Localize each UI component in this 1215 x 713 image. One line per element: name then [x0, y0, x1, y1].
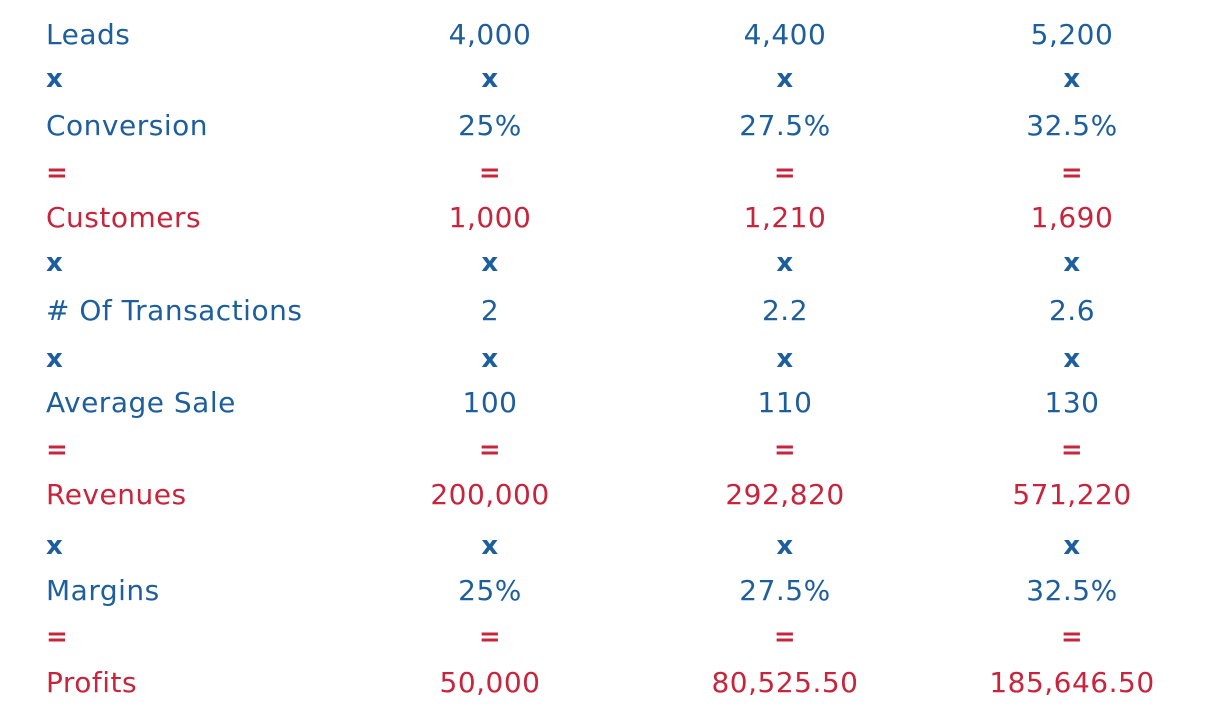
equals-operator: = [773, 158, 797, 188]
cell-scenario-1: 2 [480, 294, 500, 327]
multiply-operator: x [46, 344, 64, 374]
multiply-operator: x [481, 531, 499, 561]
cell-scenario-1: 4,000 [448, 18, 532, 51]
multiply-operator: x [46, 64, 64, 94]
cell-scenario-2: 80,525.50 [711, 666, 859, 699]
cell-scenario-3: 32.5% [1026, 109, 1118, 142]
cell-scenario-3: 5,200 [1030, 18, 1114, 51]
row-conversion: Conversion 25% 27.5% 32.5% [0, 103, 1215, 149]
equals-operator: = [46, 435, 69, 465]
multiply-operator: x [776, 531, 794, 561]
row-multiply-operator: x x x x [0, 336, 1215, 382]
multiply-operator: x [481, 64, 499, 94]
equals-operator: = [478, 158, 502, 188]
multiply-operator: x [776, 64, 794, 94]
row-label: Profits [46, 666, 138, 699]
cell-scenario-3: 32.5% [1026, 574, 1118, 607]
row-average-sale: Average Sale 100 110 130 [0, 380, 1215, 426]
multiply-operator: x [481, 344, 499, 374]
row-margins: Margins 25% 27.5% 32.5% [0, 568, 1215, 614]
multiply-operator: x [1063, 248, 1081, 278]
multiply-operator: x [776, 344, 794, 374]
row-leads: Leads 4,000 4,400 5,200 [0, 12, 1215, 58]
multiply-operator: x [46, 248, 64, 278]
cell-scenario-1: 25% [458, 574, 522, 607]
row-label: # Of Transactions [46, 294, 303, 327]
equals-operator: = [1060, 622, 1084, 652]
cell-scenario-2: 27.5% [739, 109, 831, 142]
row-label: Margins [46, 574, 160, 607]
multiply-operator: x [1063, 531, 1081, 561]
row-transactions: # Of Transactions 2 2.2 2.6 [0, 288, 1215, 334]
row-equals-operator: = = = = [0, 150, 1215, 196]
cell-scenario-1: 100 [462, 386, 518, 419]
multiply-operator: x [1063, 344, 1081, 374]
cell-scenario-1: 50,000 [439, 666, 541, 699]
cell-scenario-3: 1,690 [1030, 201, 1114, 234]
cell-scenario-3: 2.6 [1048, 294, 1096, 327]
row-profits: Profits 50,000 80,525.50 185,646.50 [0, 660, 1215, 706]
cell-scenario-1: 25% [458, 109, 522, 142]
equals-operator: = [478, 435, 502, 465]
row-multiply-operator: x x x x [0, 240, 1215, 286]
row-customers: Customers 1,000 1,210 1,690 [0, 195, 1215, 241]
row-label: Conversion [46, 109, 208, 142]
cell-scenario-3: 130 [1044, 386, 1100, 419]
equals-operator: = [773, 435, 797, 465]
row-multiply-operator: x x x x [0, 523, 1215, 569]
cell-scenario-2: 27.5% [739, 574, 831, 607]
row-label: Average Sale [46, 386, 236, 419]
cell-scenario-3: 185,646.50 [989, 666, 1155, 699]
cell-scenario-1: 200,000 [430, 478, 550, 511]
cell-scenario-2: 1,210 [743, 201, 827, 234]
cell-scenario-3: 571,220 [1012, 478, 1132, 511]
multiply-operator: x [46, 531, 64, 561]
row-multiply-operator: x x x x [0, 56, 1215, 102]
cell-scenario-2: 110 [757, 386, 813, 419]
equals-operator: = [1060, 158, 1084, 188]
cell-scenario-2: 4,400 [743, 18, 827, 51]
equals-operator: = [46, 158, 69, 188]
equals-operator: = [46, 622, 69, 652]
equals-operator: = [773, 622, 797, 652]
row-label: Revenues [46, 478, 187, 511]
multiply-operator: x [481, 248, 499, 278]
cell-scenario-2: 292,820 [725, 478, 845, 511]
row-label: Leads [46, 18, 131, 51]
row-revenues: Revenues 200,000 292,820 571,220 [0, 472, 1215, 518]
equals-operator: = [478, 622, 502, 652]
equals-operator: = [1060, 435, 1084, 465]
row-label: Customers [46, 201, 202, 234]
multiply-operator: x [776, 248, 794, 278]
cell-scenario-2: 2.2 [761, 294, 809, 327]
row-equals-operator: = = = = [0, 427, 1215, 473]
cell-scenario-1: 1,000 [448, 201, 532, 234]
row-equals-operator: = = = = [0, 614, 1215, 660]
multiply-operator: x [1063, 64, 1081, 94]
